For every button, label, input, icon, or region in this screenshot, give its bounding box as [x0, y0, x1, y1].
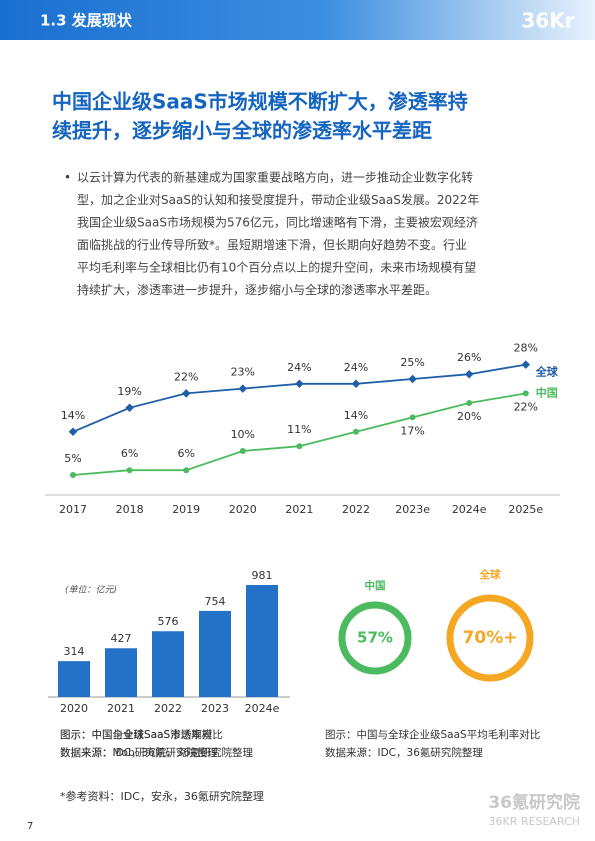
value-label: 17% [400, 424, 424, 437]
caption: 图示：中国企业级SaaS市场规模 [60, 728, 213, 741]
value-label: 6% [177, 447, 194, 460]
body-line: 面临挑战的行业传导所致*。虽短期增速下滑，但长期向好趋势不变。行业 [77, 237, 467, 252]
body-line: 型，加之企业对SaaS的认知和接受度提升，带动企业级SaaS发展。2022年 [77, 192, 479, 207]
x-tick-label: 2019 [172, 503, 200, 516]
value-label: 22% [514, 400, 538, 413]
value-label: 11% [287, 423, 311, 436]
caption: 图示：中国与全球SaaS渗透率对比 [60, 728, 223, 741]
body-line: 持续扩大，渗透率进一步提升，逐步缩小与全球的渗透率水平差距。 [77, 282, 437, 297]
footnote: *参考资料：IDC，安永，36氪研究院整理 [60, 789, 264, 803]
source: 数据来源：IDC，36氪研究院整理 [325, 746, 483, 759]
category-label: 中国 [365, 579, 386, 592]
value-label: 14% [344, 409, 368, 422]
value-label: 26% [457, 351, 481, 364]
headline: 续提升，逐步缩小与全球的渗透率水平差距 [52, 119, 432, 143]
value-label: 14% [61, 409, 85, 422]
value-label: 23% [231, 366, 255, 379]
body-line: 我国企业级SaaS市场规模为576亿元，同比增速略有下滑，主要被宏观经济 [77, 215, 478, 230]
bar [105, 648, 137, 697]
bar [199, 610, 231, 697]
x-tick-label: 2017 [59, 503, 87, 516]
value-label: 5% [64, 452, 81, 465]
headline: 中国企业级SaaS市场规模不断扩大，渗透率持 [52, 90, 468, 114]
source: 数据来源：IDC，36氪研究院整理 [60, 746, 218, 759]
value-label: 6% [121, 447, 138, 460]
x-tick-label: 2024e [452, 503, 487, 516]
watermark: 36氪研究院 [488, 792, 580, 813]
x-tick-label: 2025e [508, 503, 543, 516]
marker [296, 443, 303, 450]
marker [464, 369, 474, 379]
series-label: 中国 [536, 385, 558, 399]
x-tick-label: 2022 [342, 503, 370, 516]
marker [68, 427, 78, 437]
value-label: 314 [64, 645, 85, 658]
header-bar [0, 0, 595, 40]
ring [446, 594, 534, 682]
body-line: 平均毛利率与全球相比仍有10个百分点以上的提升空间，未来市场规模有望 [77, 260, 476, 275]
x-tick-label: 2023e [395, 503, 430, 516]
value-label: 20% [457, 410, 481, 423]
x-tick-label: 2021 [107, 702, 135, 715]
value-label: 576 [158, 615, 179, 628]
x-tick-label: 2018 [116, 503, 144, 516]
value-label: 19% [117, 385, 141, 398]
logo: 36Kr [521, 9, 574, 33]
marker [353, 428, 359, 435]
marker [466, 400, 473, 406]
section-title: 1.3 发展现状 [40, 12, 133, 30]
value-label: 70%+ [463, 628, 518, 648]
bar [58, 661, 90, 697]
x-tick-label: 2022 [154, 702, 182, 715]
value-label: 754 [205, 595, 226, 608]
ring [338, 601, 412, 675]
marker [409, 414, 416, 421]
marker [125, 403, 134, 413]
bullet: • [64, 171, 71, 185]
value-label: 57% [357, 629, 393, 647]
value-label: 24% [344, 361, 368, 374]
marker [183, 467, 190, 474]
x-tick-label: 2020 [60, 702, 88, 715]
value-label: 427 [111, 632, 132, 645]
value-label: 25% [400, 356, 424, 369]
bar [246, 585, 278, 697]
source: 数据来源：Mob研究院，36氪研究院整理 [60, 746, 254, 759]
body-line: 以云计算为代表的新基建成为国家重要战略方向，进一步推动企业数字化转 [77, 170, 473, 185]
value-label: 28% [514, 342, 538, 355]
marker [70, 472, 76, 478]
category-label: 全球 [479, 568, 501, 581]
marker [522, 390, 529, 397]
unit-note: (单位：亿元) [65, 585, 117, 596]
value-label: 22% [174, 370, 198, 383]
x-tick-label: 2020 [229, 503, 257, 516]
x-tick-label: 2021 [285, 503, 313, 516]
value-label: 10% [231, 428, 255, 441]
marker [295, 379, 304, 389]
marker [239, 448, 246, 454]
marker [238, 384, 248, 393]
marker [351, 379, 361, 389]
marker [126, 467, 133, 474]
bar [152, 631, 184, 697]
value-label: 24% [287, 361, 311, 374]
x-tick-label: 2024e [245, 702, 280, 715]
watermark: 36KR RESEARCH [489, 815, 580, 828]
value-label: 981 [252, 569, 273, 582]
marker [521, 360, 531, 369]
x-tick-label: 2023 [201, 702, 229, 715]
page-number: 7 [27, 821, 33, 832]
series-label: 全球 [535, 365, 559, 379]
marker [408, 374, 417, 384]
caption: 图示：中国与全球企业级SaaS平均毛利率对比 [325, 728, 540, 741]
marker [181, 389, 191, 398]
